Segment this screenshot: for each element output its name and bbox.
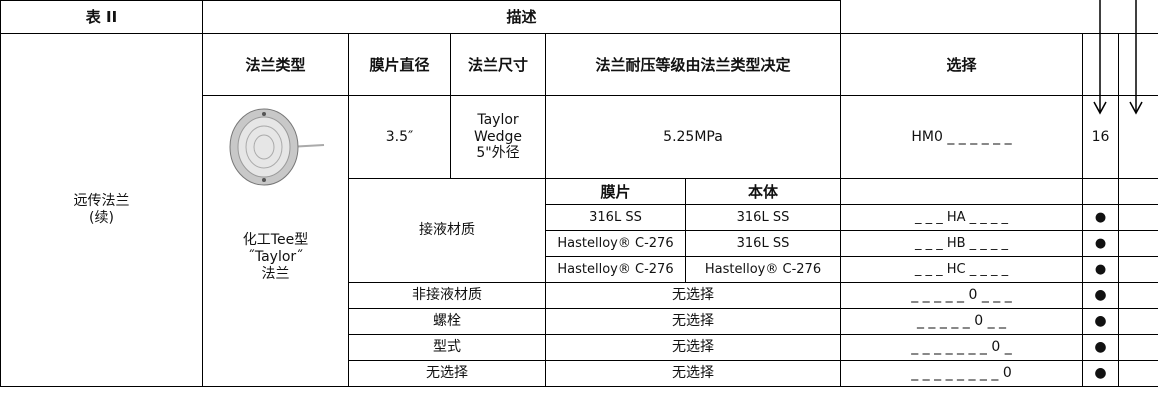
blank — [1117, 230, 1158, 257]
code: _ _ _ HB _ _ _ _ — [840, 230, 1083, 257]
option-value: 无选择 — [545, 282, 841, 309]
option-label: 无选择 — [348, 360, 546, 387]
option-value: 无选择 — [545, 334, 841, 361]
size-line: Taylor — [477, 111, 519, 128]
flange-type-line: ˝Taylor˝ — [247, 248, 304, 265]
bullet: ● — [1082, 282, 1119, 309]
code: _ _ _ _ _ 0 _ _ — [840, 308, 1083, 335]
column-header: 膜片直径 — [348, 33, 451, 96]
table-label: 表 II — [0, 0, 203, 34]
column-header: 选择 — [840, 33, 1083, 96]
flange-image — [229, 108, 324, 186]
flange-type-cell: 化工Tee型 ˝Taylor˝ 法兰 — [202, 95, 349, 387]
bullet: ● — [1082, 256, 1119, 283]
material-header: 本体 — [685, 178, 841, 205]
blank — [841, 1, 1158, 34]
code: _ _ _ _ _ 0 _ _ _ — [840, 282, 1083, 309]
bullet: ● — [1082, 204, 1119, 231]
blank — [1117, 334, 1158, 361]
wetted-label: 接液材质 — [348, 178, 546, 283]
size-line: Wedge — [473, 128, 523, 145]
column-header: 法兰耐压等级由法兰类型决定 — [545, 33, 841, 96]
flange-type-line: 法兰 — [261, 265, 290, 282]
body-material: 316L SS — [685, 204, 841, 231]
flange-type-line: 化工Tee型 — [242, 232, 309, 248]
bullet: ● — [1082, 230, 1119, 257]
blank — [1117, 178, 1158, 205]
group-cell: 远传法兰 (续) — [0, 33, 203, 387]
diaphragm-material: 316L SS — [545, 204, 686, 231]
size-cell: Taylor Wedge 5"外径 — [450, 95, 546, 179]
blank — [1117, 360, 1158, 387]
spec-table: 表 II 描述 远传法兰 (续) 法兰类型 膜片直径 法兰尺寸 法兰耐压等级由法兰… — [0, 0, 1158, 387]
column-header: 法兰类型 — [202, 33, 349, 96]
body-material: Hastelloy® C-276 — [685, 256, 841, 283]
pressure: 5.25MPa — [545, 95, 841, 179]
arrow-cell — [1082, 33, 1119, 96]
body-material: 316L SS — [685, 230, 841, 257]
wetted-row: 316L SS 316L SS _ _ _ HA _ _ _ _ ● — [1, 204, 1158, 231]
option-row: 非接液材质 无选择 _ _ _ _ _ 0 _ _ _ ● — [1, 282, 1158, 309]
blank — [1117, 308, 1158, 335]
code: _ _ _ HC _ _ _ _ — [840, 256, 1083, 283]
size-line: 5"外径 — [476, 145, 520, 162]
code: HM0 _ _ _ _ _ _ — [840, 95, 1083, 179]
blank — [1117, 204, 1158, 231]
code: _ _ _ HA _ _ _ _ — [840, 204, 1083, 231]
bullet: ● — [1082, 360, 1119, 387]
diaphragm-material: Hastelloy® C-276 — [545, 256, 686, 283]
option-label: 螺栓 — [348, 308, 546, 335]
arrow-cell — [1117, 33, 1158, 96]
option-label: 非接液材质 — [348, 282, 546, 309]
column-header: 法兰尺寸 — [450, 33, 546, 96]
blank — [840, 178, 1083, 205]
blank — [1082, 178, 1119, 205]
option-value: 无选择 — [545, 360, 841, 387]
group-line: 远传法兰 — [73, 193, 130, 210]
blank — [1117, 282, 1158, 309]
material-header: 膜片 — [545, 178, 686, 205]
option-label: 型式 — [348, 334, 546, 361]
option-row: 型式 无选择 _ _ _ _ _ _ _ 0 _ ● — [1, 334, 1158, 361]
option-value: 无选择 — [545, 308, 841, 335]
blank — [1117, 256, 1158, 283]
wetted-row: Hastelloy® C-276 Hastelloy® C-276 _ _ _ HC… — [1, 256, 1158, 283]
option-row: 无选择 无选择 _ _ _ _ _ _ _ _ 0 ● — [1, 360, 1158, 387]
count: 16 — [1082, 95, 1119, 179]
diameter: 3.5″ — [348, 95, 451, 179]
bullet: ● — [1082, 334, 1119, 361]
diaphragm-material: Hastelloy® C-276 — [545, 230, 686, 257]
group-line: (续) — [89, 210, 114, 226]
description-header: 描述 — [202, 0, 841, 34]
blank — [1117, 95, 1158, 179]
bullet: ● — [1082, 308, 1119, 335]
code: _ _ _ _ _ _ _ 0 _ — [840, 334, 1083, 361]
code: _ _ _ _ _ _ _ _ 0 — [840, 360, 1083, 387]
